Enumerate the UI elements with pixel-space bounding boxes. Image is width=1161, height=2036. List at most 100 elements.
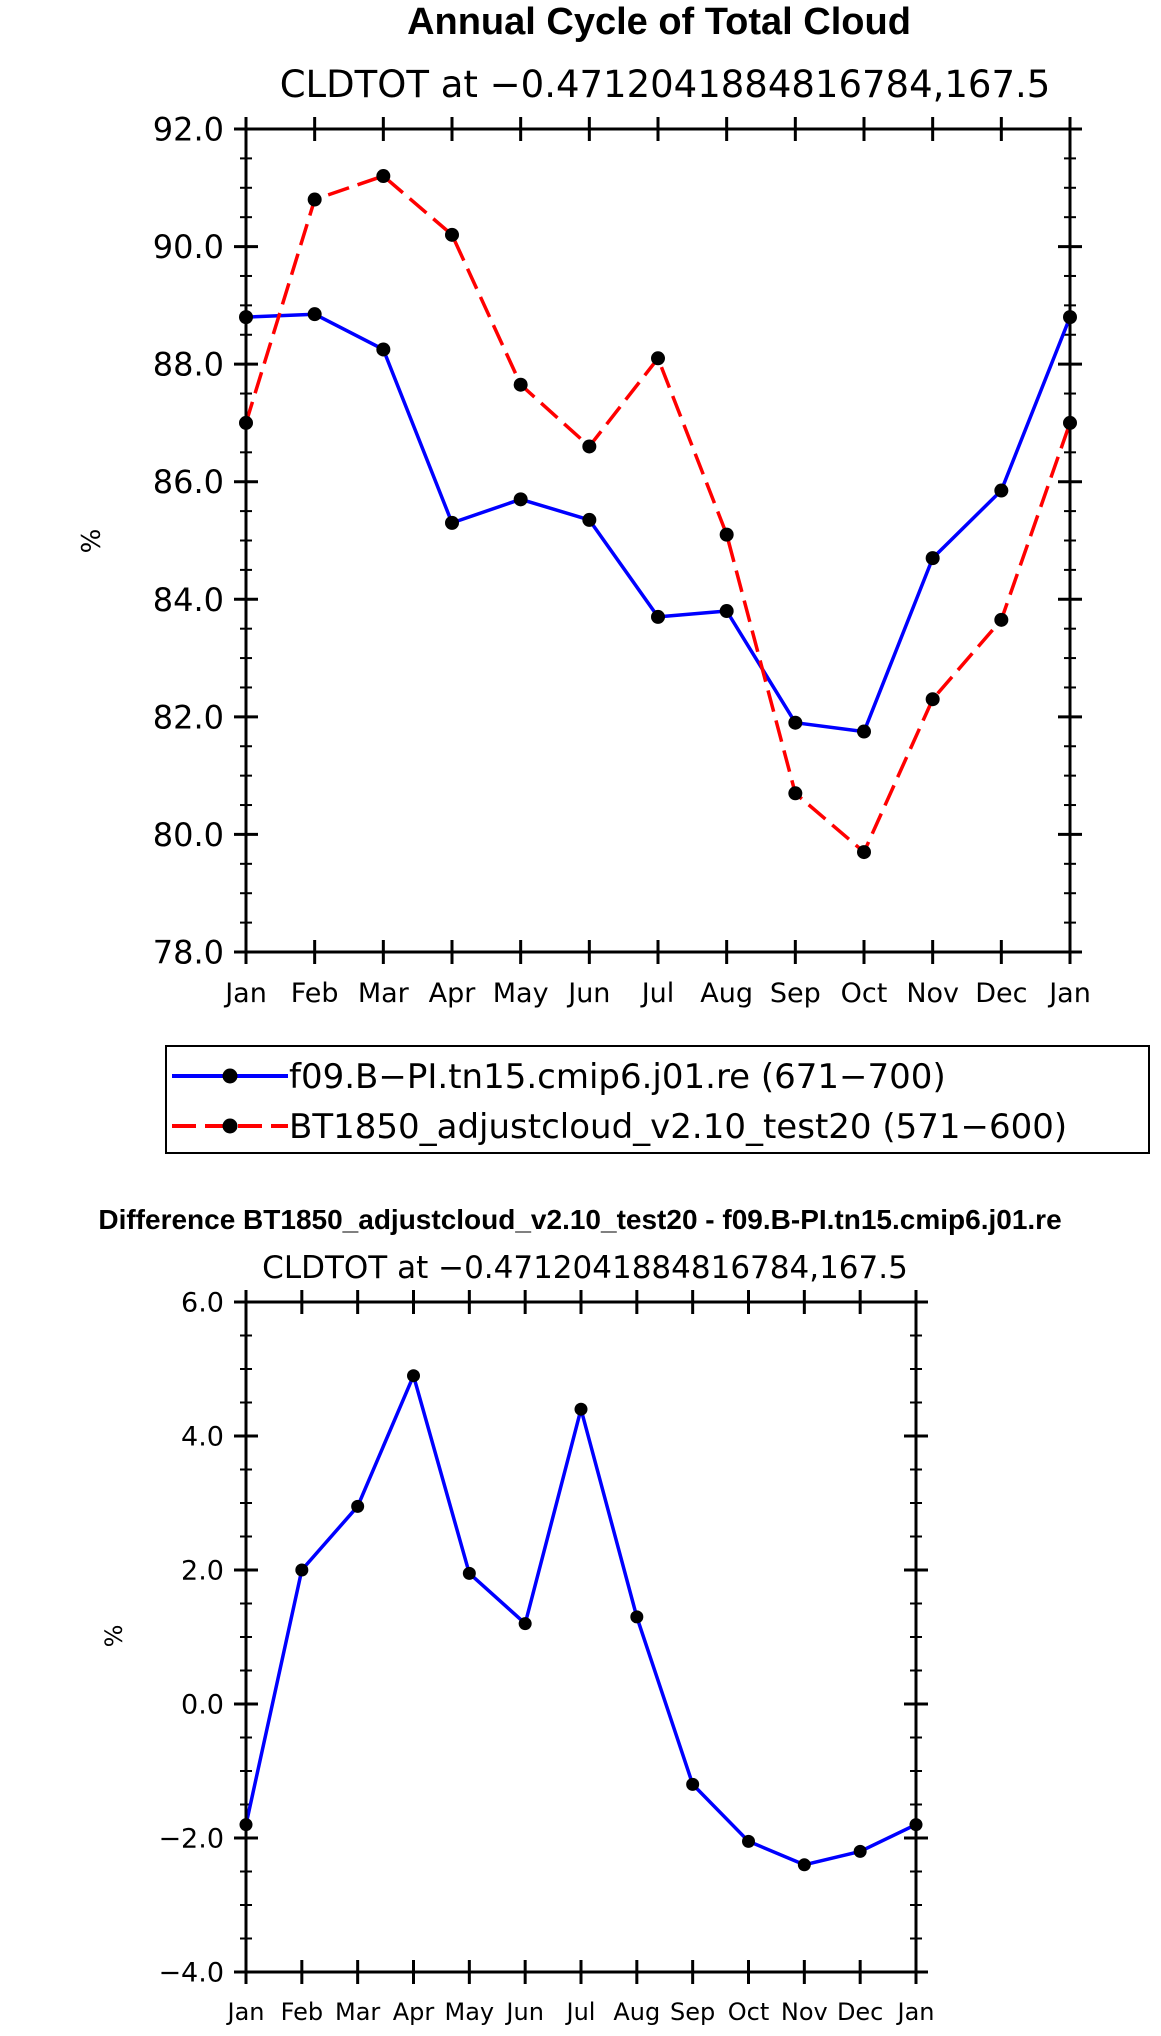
chart2-y-tick-label: −2.0	[158, 1824, 224, 1855]
chart2-x-tick-labels: Jan Feb Mar Apr May Jun Jul Aug Sep Oct Nov Dec Jan	[226, 1998, 935, 2026]
chart2-y-tick-label: 0.0	[181, 1690, 224, 1721]
chart1-y-tick-labels: 78.0 80.0 82.0 84.0 86.0 88.0 90.0 92.0	[153, 111, 224, 972]
chart1-series-2-point	[994, 612, 1009, 627]
chart2-series-1-point	[295, 1563, 309, 1577]
chart2-x-tick-label: Feb	[281, 1998, 324, 2026]
chart1-series-2-point	[651, 351, 665, 366]
chart1-series-2-point	[376, 169, 391, 184]
chart2-y-tick-label: −4.0	[158, 1958, 224, 1989]
chart1-y-tick-label: 82.0	[153, 698, 224, 736]
chart2-ylabel: %	[100, 1625, 128, 1648]
chart1-series-2-point	[857, 845, 871, 860]
chart2-series-1-line	[244, 1373, 917, 1867]
chart1-series-1-line	[245, 312, 1072, 734]
chart1-y-tick-label: 86.0	[153, 463, 224, 501]
chart1-y-tick-label: 78.0	[153, 934, 224, 972]
chart1-x-tick-label: Sep	[770, 978, 821, 1009]
chart1-series-1-point	[582, 512, 597, 527]
chart1-series-2-point	[719, 527, 734, 542]
chart2-series-1-point	[462, 1566, 476, 1580]
chart1-x-tick-label: Nov	[906, 978, 959, 1009]
chart1-x-tick-label: Jan	[1047, 978, 1091, 1009]
chart1-series-1-point	[307, 307, 322, 322]
chart1-series-2-point	[582, 439, 597, 454]
chart1-series-1-point	[719, 604, 734, 619]
chart2-series-1-point	[742, 1834, 755, 1848]
chart2-series-1-point	[853, 1844, 867, 1858]
chart1-x-tick-label: Apr	[429, 978, 477, 1009]
chart2-series-1-point	[351, 1499, 365, 1513]
chart1-series-1-point	[651, 609, 665, 624]
legend-marker-series-b	[222, 1118, 238, 1134]
chart2-x-tick-label: Sep	[670, 1998, 715, 2026]
chart1-series-1-point	[445, 515, 459, 530]
chart1-series-2-point	[513, 377, 528, 392]
chart2-y-tick-label: 4.0	[181, 1422, 224, 1453]
chart1-x-tick-label: Mar	[358, 978, 410, 1009]
chart2-y-tick-labels: −4.0 −2.0 0.0 2.0 4.0 6.0	[158, 1288, 224, 1989]
chart1-series-1-point	[376, 342, 391, 357]
chart1-x-tick-label: Jul	[640, 978, 675, 1009]
chart2-series-1-point	[797, 1858, 811, 1872]
chart1-series-2-point	[925, 692, 940, 707]
chart2-x-tick-label: Jan	[896, 1998, 935, 2026]
legend-box	[165, 1045, 1150, 1154]
chart1-y-tick-label: 84.0	[153, 581, 224, 619]
chart2-series	[239, 1369, 923, 1872]
chart2-subtitle: CLDTOT at −0.4712041884816784,167.5	[262, 1250, 908, 1286]
chart2-series-1-point	[686, 1777, 700, 1791]
chart1-x-tick-label: Jan	[223, 978, 267, 1009]
legend-label-series-b: BT1850_adjustcloud_v2.10_test20 (571−600…	[289, 1107, 1067, 1147]
chart1-series-2-point	[307, 192, 322, 207]
chart1-y-tick-label: 90.0	[153, 228, 224, 266]
chart1-subtitle: CLDTOT at −0.4712041884816784,167.5	[280, 63, 1051, 106]
chart2-x-tick-label: Jan	[226, 1998, 265, 2026]
chart1-series-1-point	[857, 724, 871, 739]
chart1-y-tick-label: 92.0	[153, 111, 224, 149]
chart2-x-tick-label: Aug	[613, 1998, 660, 2026]
chart2-x-tick-label: Mar	[335, 1998, 380, 2026]
chart1-series-2-point	[445, 227, 459, 242]
chart1-frame	[244, 127, 1072, 954]
chart1-title: Annual Cycle of Total Cloud	[407, 1, 911, 43]
chart2-x-tick-label: Jul	[565, 1998, 596, 2026]
chart1-y-tick-label: 88.0	[153, 346, 224, 384]
chart1-x-tick-label: Dec	[975, 978, 1027, 1009]
chart1-series-2-line	[244, 174, 1072, 854]
chart1-series	[239, 169, 1077, 860]
chart1-x-tick-label: Jun	[566, 978, 610, 1009]
chart1-series-2-point	[788, 786, 803, 801]
chart2-x-tick-label: Dec	[837, 1998, 883, 2026]
legend-marker-series-a	[222, 1068, 238, 1084]
chart2-x-tick-label: Apr	[393, 1998, 435, 2026]
chart1-ticks	[234, 117, 1082, 964]
chart1-series-1-point	[788, 715, 803, 730]
chart2-series-1-point	[574, 1402, 588, 1416]
chart1-x-tick-label: Aug	[700, 978, 753, 1009]
chart2-title: Difference BT1850_adjustcloud_v2.10_test…	[98, 1204, 1061, 1235]
chart1-series-1-point	[513, 492, 528, 507]
chart2-y-tick-label: 2.0	[181, 1556, 224, 1587]
chart1-x-tick-label: Feb	[291, 978, 339, 1009]
chart2-x-tick-label: Nov	[781, 1998, 828, 2026]
chart1-x-tick-label: Oct	[841, 978, 888, 1009]
legend-label-series-a: f09.B−PI.tn15.cmip6.j01.re (671−700)	[289, 1057, 946, 1097]
chart1-x-tick-label: May	[493, 978, 549, 1009]
chart1-series-1-point	[994, 483, 1009, 498]
chart2-series-1-point	[518, 1617, 532, 1631]
chart2-series-1-point	[630, 1610, 644, 1624]
chart2-x-tick-label: May	[445, 1998, 495, 2026]
chart2-x-tick-label: Oct	[728, 1998, 770, 2026]
chart2-x-tick-label: Jun	[504, 1998, 544, 2026]
chart2-frame	[244, 1300, 918, 1974]
chart1-ylabel: %	[77, 529, 107, 554]
chart1-legend: f09.B−PI.tn15.cmip6.j01.re (671−700) BT1…	[165, 1045, 1150, 1154]
chart1-series-1-point	[925, 551, 940, 566]
chart2-series-1-point	[407, 1369, 420, 1383]
chart1-y-tick-label: 80.0	[153, 816, 224, 854]
chart2-y-tick-label: 6.0	[181, 1288, 224, 1319]
chart1-x-tick-labels: Jan Feb Mar Apr May Jun Jul Aug Sep Oct Nov Dec Jan	[223, 978, 1091, 1009]
chart2-ticks	[234, 1290, 928, 1984]
